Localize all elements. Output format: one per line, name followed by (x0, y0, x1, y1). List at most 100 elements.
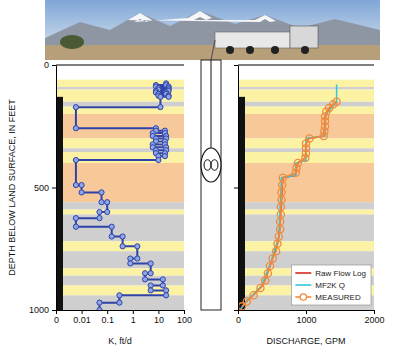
layer-band (238, 80, 374, 87)
photo (45, 0, 380, 60)
legend-entry: MF2K Q (295, 281, 345, 290)
data-point (105, 200, 110, 205)
data-point (292, 169, 299, 176)
data-point (266, 262, 273, 269)
layer-band (56, 251, 184, 268)
data-point (148, 271, 153, 276)
data-point (166, 94, 171, 99)
shrub (60, 35, 84, 49)
tick: 100 (177, 310, 192, 325)
land-surface (56, 65, 184, 66)
y-axis-title: DEPTH BELOW LAND SURFACE, IN FEET (7, 99, 17, 276)
data-point (73, 224, 78, 229)
data-point (277, 226, 284, 233)
data-point (278, 196, 285, 203)
data-point (73, 157, 78, 162)
data-point (164, 293, 169, 298)
mountains (45, 11, 380, 50)
sky (45, 0, 380, 60)
layer-band (56, 90, 184, 102)
x-axis: 010002000 (236, 310, 385, 325)
legend-label: MF2K Q (315, 281, 345, 290)
data-point (142, 277, 147, 282)
tick (234, 310, 238, 311)
data-point (158, 94, 163, 99)
layer-band (238, 87, 374, 89)
data-point (277, 204, 284, 211)
borehole (201, 60, 221, 310)
data-point (148, 288, 153, 293)
tick-label: 0.01 (73, 315, 91, 325)
tick-mark (234, 65, 238, 66)
plot-background (238, 65, 374, 310)
data-point (79, 190, 84, 195)
tick-mark (184, 310, 185, 314)
legend-label: Raw Flow Log (315, 269, 366, 278)
legend: Raw Flow LogMF2K QMEASURED (291, 265, 371, 305)
series-line (76, 83, 169, 310)
data-point (262, 277, 269, 284)
tick: 10 (154, 310, 164, 325)
land-surface (238, 65, 374, 66)
tick: 2000 (364, 310, 384, 325)
layer-band (238, 241, 374, 251)
data-point (277, 218, 284, 225)
casing (56, 97, 63, 310)
tick-mark (82, 310, 83, 314)
data-point (73, 182, 78, 187)
data-point (323, 108, 330, 115)
tick-mark (158, 310, 159, 314)
data-point (162, 154, 167, 159)
tick: 1000 (29, 305, 56, 315)
tick-label: 10 (154, 315, 164, 325)
tick-label: 1000 (296, 315, 316, 325)
tick (234, 188, 238, 189)
data-point (294, 159, 301, 166)
data-point (135, 256, 140, 261)
data-point (158, 105, 163, 110)
layer-band (56, 202, 184, 209)
flowmeter-impeller (204, 160, 218, 171)
x-axis-title: DISCHARGE, GPM (266, 336, 345, 346)
data-point (120, 234, 125, 239)
data-point (109, 234, 114, 239)
tick-mark (234, 310, 238, 311)
data-point (279, 181, 286, 188)
truck-wheel (226, 46, 234, 54)
data-point (97, 307, 102, 310)
data-point (274, 240, 281, 247)
tick-label: 0 (54, 315, 59, 325)
axis-line (56, 66, 57, 311)
data-point (135, 244, 140, 249)
tick-mark (306, 310, 307, 314)
y-axis: 05001000 (29, 60, 57, 315)
layer-band (56, 241, 184, 251)
data-point (120, 244, 125, 249)
layer-band (56, 268, 184, 275)
data-point (97, 216, 102, 221)
tick-mark (52, 188, 56, 189)
legend-entry: Raw Flow Log (295, 269, 366, 278)
plot-background (56, 65, 184, 310)
tick-label: 0 (44, 60, 49, 70)
figure-container: 00.010.111010005001000K, ft/dDEPTH BELOW… (0, 0, 400, 358)
truck-tank (215, 32, 290, 48)
tick-mark (52, 310, 56, 311)
data-point (160, 283, 165, 288)
data-point (269, 255, 276, 262)
layer-band (238, 214, 374, 241)
tick-mark (133, 310, 134, 314)
data-point (99, 190, 104, 195)
data-point (109, 224, 114, 229)
data-point (302, 155, 309, 162)
data-point (264, 270, 271, 277)
data-point (275, 233, 282, 240)
layer-band (238, 102, 374, 107)
figure: 00.010.111010005001000K, ft/dDEPTH BELOW… (0, 0, 400, 358)
layer-band (56, 210, 184, 215)
layer-band (238, 107, 374, 114)
data-point (99, 200, 104, 205)
layer-band (238, 202, 374, 209)
tick: 0 (54, 310, 59, 325)
data-point (73, 216, 78, 221)
